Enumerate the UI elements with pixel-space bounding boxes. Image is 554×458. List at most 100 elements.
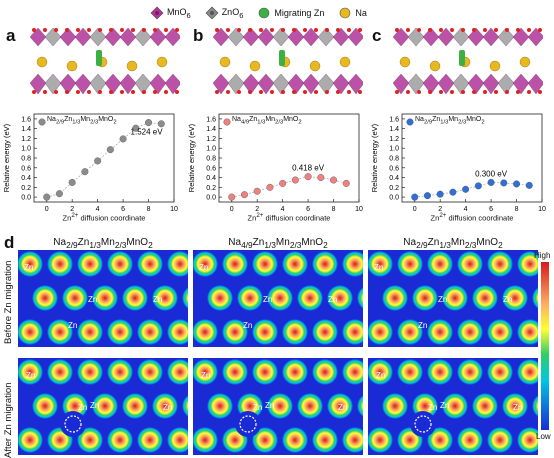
oxygen-atom (142, 90, 146, 94)
density-blob (107, 427, 133, 453)
colorbar-low-label: Low (536, 432, 551, 441)
zn-site-label: Zn (199, 263, 208, 272)
oxygen-atom (439, 90, 443, 94)
zn-site-label: Zn (68, 321, 77, 330)
octahedron (164, 73, 180, 95)
density-blob (222, 359, 248, 385)
energy-chart-b: 0.0 0.2 0.4 0.6 0.8 1.0 1.2 1.4 1.6 0 2 4 6 8 10 Relati… (187, 113, 363, 223)
y-tick-label: 0.4 (21, 175, 31, 182)
density-blob (502, 285, 528, 311)
density-blob (357, 395, 363, 417)
energy-chart-c: 0.0 0.2 0.4 0.6 0.8 1.0 1.2 1.4 1.6 0 2 4 6 8 10 Relati… (370, 113, 546, 223)
zn-site-label: Zn (26, 371, 35, 380)
oxygen-atom (54, 28, 58, 32)
density-blob (152, 285, 178, 311)
data-point (157, 120, 165, 128)
density-blob (252, 359, 278, 385)
zn-site-label: Zn (418, 321, 427, 330)
zn-site-label: Zn (328, 295, 337, 304)
octahedron (347, 73, 363, 95)
oxygen-atom (98, 28, 102, 32)
density-blob (357, 287, 363, 309)
density-map-before-2: Zn Zn Zn Zn (193, 250, 363, 347)
zn-site-label: Zn (78, 403, 87, 412)
data-point (330, 176, 338, 184)
zn-site-label: Zn (201, 371, 210, 380)
density-blob (327, 285, 353, 311)
oxygen-atom (428, 28, 432, 32)
oxygen-atom (164, 28, 168, 32)
oxygen-atom (215, 90, 219, 94)
na-atom (36, 56, 48, 68)
colorbar-high-label: High (534, 251, 551, 260)
zn-site-label: Zn (24, 263, 33, 272)
density-blob (427, 251, 453, 277)
density-blob (62, 285, 88, 311)
data-point (81, 168, 89, 176)
octahedron (452, 27, 470, 47)
zn-site-label: Zn (376, 371, 385, 380)
density-blob (517, 319, 538, 345)
density-blob (517, 427, 538, 453)
density-blob (32, 393, 58, 419)
zn-site-label: Zn (243, 321, 252, 330)
oxygen-atom (450, 90, 454, 94)
density-blob (77, 251, 103, 277)
data-point (145, 119, 153, 127)
octahedron (89, 73, 107, 95)
zn-site-label: Zn (440, 401, 449, 410)
density-blob (342, 319, 363, 345)
data-point (436, 190, 444, 198)
density-blob (382, 393, 408, 419)
density-blob (252, 251, 278, 277)
oxygen-atom (164, 90, 168, 94)
density-blob (368, 427, 393, 453)
octahedron (272, 73, 290, 95)
zn-site-label: Zn (428, 403, 437, 412)
y-tick-label: 1.4 (21, 126, 31, 133)
oxygen-atom (494, 28, 498, 32)
x-tick-label: 0 (413, 206, 417, 213)
density-blob (193, 427, 218, 453)
oxygen-atom (505, 90, 509, 94)
x-axis-label: Zn2+ diffusion coordinate (248, 212, 331, 223)
chart-legend-label: Na2/9Zn1/3Mn2/3MnO2 (47, 116, 117, 125)
panel-label-b: b (193, 26, 204, 45)
octahedron (44, 27, 62, 47)
data-point (55, 190, 63, 198)
density-blob (502, 393, 528, 419)
density-blob (18, 251, 43, 277)
density-blob (107, 319, 133, 345)
octahedron (467, 27, 485, 47)
data-point (240, 191, 248, 199)
legend-marker (38, 118, 46, 126)
density-blob (47, 359, 73, 385)
octahedron (272, 27, 290, 47)
oxygen-atom (483, 90, 487, 94)
density-blob (412, 285, 438, 311)
oxygen-atom (347, 90, 351, 94)
oxygen-atom (65, 28, 69, 32)
density-blob (282, 319, 308, 345)
zn-site-label: Zn (90, 401, 99, 410)
map-title-1: Na2/9Zn1/3Mn2/3MnO2 (53, 237, 153, 250)
density-blob (107, 251, 133, 277)
crystal-structure-b (213, 27, 363, 95)
vacancy-marker (414, 415, 432, 433)
data-point (304, 173, 312, 181)
y-tick-label: 1.0 (206, 146, 216, 153)
panel-label-a: a (6, 26, 16, 45)
oxygen-atom (131, 90, 135, 94)
mno6-octahedron-icon (150, 6, 164, 20)
density-blob (193, 359, 218, 385)
oxygen-atom (483, 28, 487, 32)
oxygen-atom (120, 90, 124, 94)
data-point (487, 178, 495, 186)
vacancy-marker (239, 415, 257, 433)
data-point (423, 192, 431, 200)
legend-item-0: MnO6 (150, 6, 191, 20)
zn-site-label: Zn (513, 403, 522, 412)
oxygen-atom (109, 90, 113, 94)
